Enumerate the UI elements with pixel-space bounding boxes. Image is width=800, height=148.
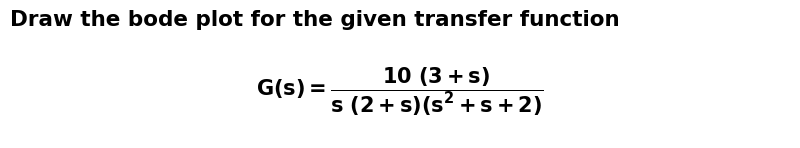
Text: $\mathbf{G(s) = \dfrac{10\ (3+s)}{s\ (2+s)(s^2+s+2)}}$: $\mathbf{G(s) = \dfrac{10\ (3+s)}{s\ (2+… [256, 66, 544, 118]
Text: Draw the bode plot for the given transfer function: Draw the bode plot for the given transfe… [10, 10, 620, 30]
